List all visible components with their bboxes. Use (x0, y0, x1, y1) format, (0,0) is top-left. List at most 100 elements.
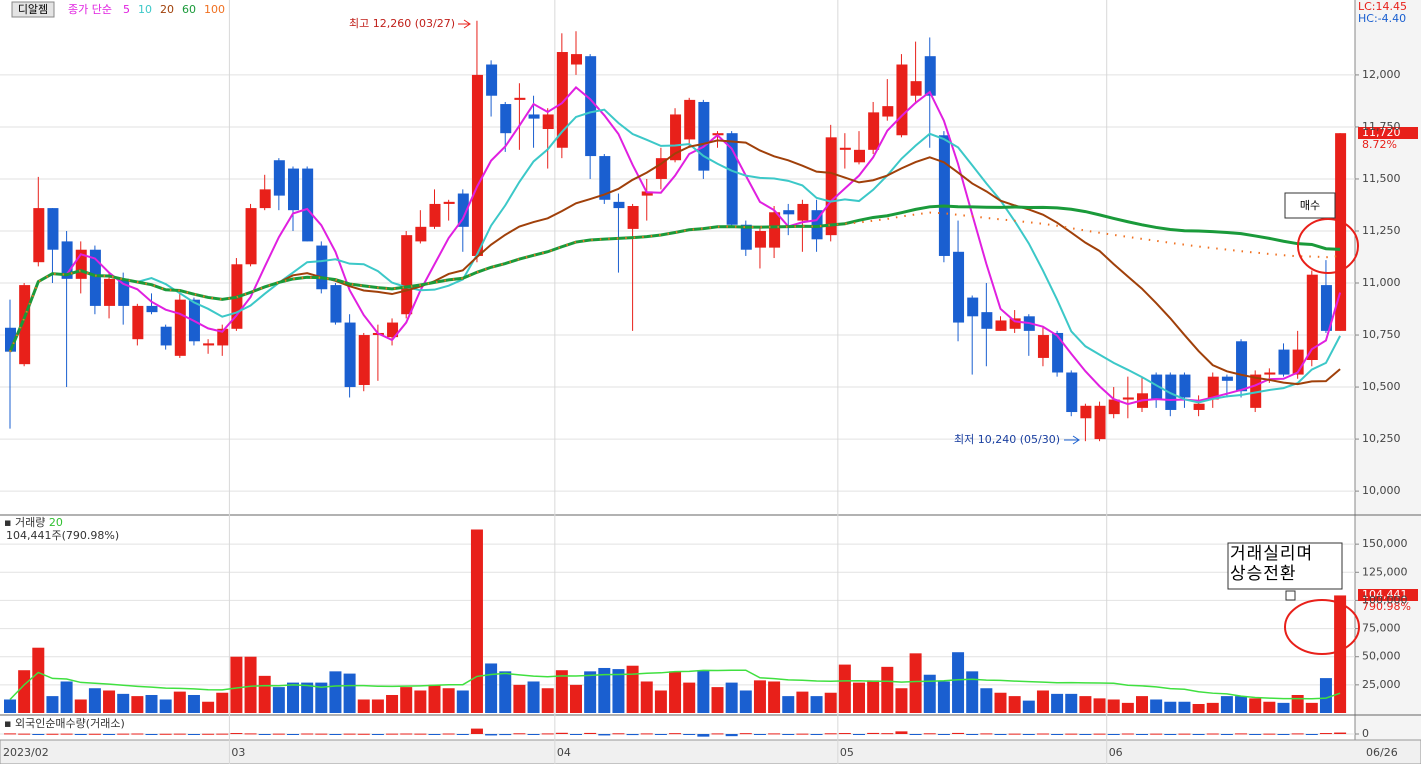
volume-bar (669, 671, 682, 713)
candle-body (75, 249, 87, 279)
foreign-bar (1008, 733, 1021, 735)
foreign-bar (1136, 734, 1148, 735)
lc: LC:14.45 (1358, 0, 1407, 13)
ma-period: 100 (204, 3, 225, 16)
foreign-bar (357, 733, 370, 735)
date-label: 06/26 (1366, 746, 1398, 759)
candle-body (882, 106, 894, 117)
volume-bar (824, 692, 837, 713)
candle-body (571, 54, 582, 65)
foreign-bar (287, 734, 299, 735)
candle-body (1037, 335, 1049, 358)
foreign-bar (1022, 734, 1035, 735)
candle-body (825, 137, 837, 236)
volume-bar (371, 699, 384, 713)
candle-body (712, 133, 724, 136)
volume-bar (838, 664, 851, 713)
volume-bar (1107, 699, 1120, 713)
candle-body (839, 147, 851, 150)
name-box[interactable] (11, 1, 55, 18)
foreign-bar (46, 733, 59, 735)
volume-bar (1220, 696, 1233, 713)
price-tick-label: 10,250 (1362, 432, 1401, 445)
foreign-bar (654, 734, 667, 735)
price-tick-label: 11,250 (1362, 224, 1401, 237)
foreign-bar (1334, 732, 1347, 734)
foreign-bar (173, 733, 186, 735)
foreign-bar (1121, 733, 1134, 735)
candle-body (1221, 376, 1233, 381)
candle-body (754, 230, 766, 248)
volume-bar (867, 680, 880, 713)
foreign-bar (711, 733, 724, 735)
foreign-bar (428, 734, 441, 735)
note-box (1227, 542, 1343, 590)
candle-body (953, 251, 965, 323)
candle-body (627, 206, 639, 229)
volume-bar (287, 682, 299, 713)
candle-body (896, 64, 908, 136)
volume-bar (386, 694, 399, 713)
foreign-bar (838, 733, 851, 735)
volume-bar (555, 670, 568, 713)
foreign-bar (994, 734, 1007, 735)
candle-body (203, 343, 215, 346)
candle-body (514, 97, 526, 100)
foreign-bar (570, 734, 582, 735)
volume-bar (315, 682, 328, 713)
volume-bar (414, 690, 427, 713)
volume-bar (598, 667, 611, 713)
candle-body (316, 245, 328, 290)
candle-body (19, 285, 31, 365)
candle-body (797, 203, 809, 221)
volume-bar (103, 690, 116, 713)
candle-body (486, 64, 498, 96)
foreign-bar (1107, 734, 1120, 735)
volume-tick-label: 25,000 (1362, 678, 1401, 691)
date-label: 2023/02 (3, 746, 49, 759)
ma-line (8, 204, 1341, 353)
volume-bar (329, 671, 342, 713)
date-label: 05 (840, 746, 854, 759)
candle-body (5, 327, 16, 352)
volume-bar (1235, 696, 1248, 713)
volume-bar (1150, 699, 1163, 713)
foreign-bar (1206, 733, 1219, 735)
volume-bar (952, 652, 965, 713)
foreign-bar (669, 733, 682, 735)
volume-bar (400, 687, 413, 713)
foreign-bar (485, 734, 498, 736)
volume-ma-line (9, 669, 1341, 701)
candle-body (641, 191, 653, 196)
volume-bar (1319, 678, 1332, 713)
foreign-bar (258, 734, 271, 735)
volume-bar (570, 684, 582, 713)
candle-body (1094, 405, 1106, 440)
candle-body (924, 56, 936, 96)
foreign-bar (923, 733, 936, 735)
volume-box (1358, 589, 1418, 601)
candle-body (245, 208, 257, 265)
volume-bar (131, 696, 144, 713)
foreign-bar (1051, 734, 1064, 735)
foreign-bar (598, 734, 611, 736)
axis-strip (1355, 0, 1421, 740)
volume-bar (923, 674, 936, 713)
volume-bar (782, 696, 795, 713)
volume-bar (456, 690, 469, 713)
candle-body (1122, 397, 1134, 400)
candle-body (599, 156, 611, 200)
volume-bar (1022, 700, 1035, 713)
volume-bar (1291, 694, 1304, 713)
candle-body (302, 168, 314, 242)
volume-bar (937, 681, 950, 713)
volume-bar (966, 671, 979, 713)
candle-body (556, 52, 568, 148)
price-tick-label: 11,500 (1362, 172, 1401, 185)
volume-bar (244, 656, 257, 713)
foreign-bar (584, 732, 597, 734)
foreign-bar (937, 734, 950, 735)
foreign-bar (1079, 734, 1092, 735)
volume-bar (1164, 701, 1177, 713)
candle-body (1179, 374, 1191, 398)
